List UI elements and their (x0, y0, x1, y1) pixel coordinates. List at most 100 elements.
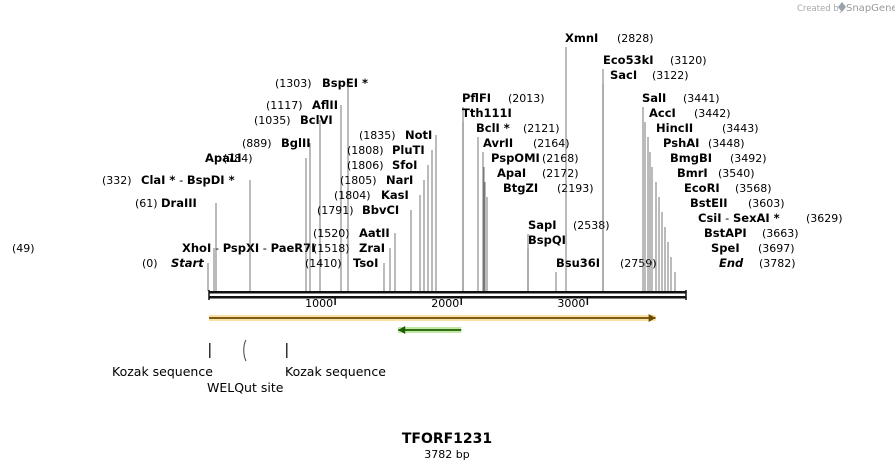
cut-position-label: (3540) (718, 167, 755, 180)
cut-position-label: (3120) (670, 54, 707, 67)
enzyme-label-pflfi: PflFI (462, 91, 491, 105)
enzyme-label-noti: NotI (405, 128, 432, 142)
enzyme-label-bmgbi: BmgBI (670, 151, 712, 165)
enzyme-label-bclvi: BclVI (300, 113, 333, 127)
enzyme-label-kasi: KasI (381, 188, 409, 202)
cut-position-label: (1520) (313, 227, 350, 240)
enzyme-label-draiii: DraIII (161, 196, 197, 210)
enzyme-name-part: AatII (359, 226, 390, 240)
enzyme-separator: - (211, 241, 222, 255)
enzyme-name-part: SalI (642, 91, 666, 105)
enzyme-name-part: AccI (649, 106, 676, 120)
enzyme-name-part: BstAPI (704, 226, 747, 240)
cut-position-label: (2168) (542, 152, 579, 165)
cut-position-label: (3603) (748, 197, 785, 210)
enzyme-name-part: BstEII (690, 196, 728, 210)
cut-position-label: (3492) (730, 152, 767, 165)
cut-position-label: (2164) (533, 137, 570, 150)
enzyme-name-part: PspOMI (491, 151, 540, 165)
enzyme-label-tth111i: Tth111I (462, 106, 512, 120)
enzyme-label-xmni: XmnI (565, 31, 598, 45)
cut-position-label: (2759) (620, 257, 657, 270)
enzyme-name-part: PflFI (462, 91, 491, 105)
enzyme-name-part: ApaI (497, 166, 526, 180)
cut-position-label: (3782) (759, 257, 796, 270)
enzyme-label-eco53ki: Eco53kI (603, 53, 654, 67)
enzyme-label-tsoi: TsoI (353, 256, 378, 270)
enzyme-separator: - (722, 211, 733, 225)
cut-position-label: (49) (12, 242, 35, 255)
enzyme-name-part: BtgZI (503, 181, 538, 195)
cut-position-label: (1410) (305, 257, 342, 270)
enzyme-name-part: KasI (381, 188, 409, 202)
enzyme-name-part: CsiI (698, 211, 722, 225)
enzyme-label-saci: SacI (610, 68, 637, 82)
enzyme-name-part: BmrI (677, 166, 708, 180)
enzyme-name-part: SexAI * (733, 211, 780, 225)
enzyme-label-sapi: SapI (528, 218, 557, 232)
enzyme-label-bglii: BglII (281, 136, 311, 150)
sequence-length: 3782 bp (424, 448, 469, 461)
enzyme-label-avrii: AvrII (483, 136, 513, 150)
cut-position-label: (3629) (806, 212, 843, 225)
enzyme-label-csii-sexai-: CsiI - SexAI * (698, 211, 780, 225)
cut-position-label: (1518) (313, 242, 350, 255)
enzyme-name-part: SpeI (711, 241, 740, 255)
enzyme-name-part: SfoI (392, 158, 417, 172)
cut-position-label: (1117) (266, 99, 303, 112)
enzyme-name-part: Tth111I (462, 106, 512, 120)
enzyme-label-bsteii: BstEII (690, 196, 728, 210)
enzyme-name-part: BspDI * (187, 173, 235, 187)
enzyme-label-spei: SpeI (711, 241, 740, 255)
cut-position-label: (2121) (523, 122, 560, 135)
enzyme-label-btgzi: BtgZI (503, 181, 538, 195)
sequence-title: TFORF1231 (402, 431, 492, 447)
cut-position-label: (2538) (573, 219, 610, 232)
orf-arrow-forward (209, 314, 656, 322)
enzyme-name-part: PspXI (223, 241, 259, 255)
cut-position-label: (3448) (708, 137, 745, 150)
ruler-tick-label: 3000 (557, 297, 585, 310)
snapgene-logo-shape (838, 2, 846, 12)
enzyme-name-part: Eco53kI (603, 53, 654, 67)
enzyme-name-part: PaeR7I (271, 241, 316, 255)
enzyme-label-bbvci: BbvCI (362, 203, 399, 217)
cut-position-label: (3122) (652, 69, 689, 82)
enzyme-name-part: PluTI (392, 143, 425, 157)
enzyme-name-part: AflII (312, 98, 338, 112)
enzyme-name-part: NarI (386, 173, 413, 187)
enzyme-name-part: BmgBI (670, 151, 712, 165)
enzyme-name-part: BclVI (300, 113, 333, 127)
enzyme-name-part: EcoRI (684, 181, 720, 195)
cut-position-label: (3443) (722, 122, 759, 135)
cut-position-label: (332) (102, 174, 132, 187)
enzyme-name-part: NotI (405, 128, 432, 142)
enzyme-label-aflii: AflII (312, 98, 338, 112)
feature-label: WELQut site (207, 380, 284, 395)
cut-position-label: (1806) (347, 159, 384, 172)
enzyme-name-part: BglII (281, 136, 311, 150)
enzyme-name-part: End (719, 256, 744, 270)
feature-label: Kozak sequence (112, 364, 213, 379)
cut-position-label: (1035) (254, 114, 291, 127)
enzyme-separator: - (175, 173, 186, 187)
enzyme-label-bspqi: BspQI (528, 233, 566, 247)
enzyme-label-apai: ApaI (497, 166, 526, 180)
enzyme-label-hincii: HincII (656, 121, 693, 135)
sequence-backbone-top (209, 291, 686, 294)
enzyme-label-clai-bspdi-: ClaI * - BspDI * (141, 173, 235, 187)
enzyme-label-end: End (719, 256, 744, 270)
cut-position-label: (0) (142, 257, 158, 270)
cut-position-label: (1303) (275, 77, 312, 90)
enzyme-name-part: AvrII (483, 136, 513, 150)
cut-position-label: (3568) (735, 182, 772, 195)
cut-position-label: (3442) (694, 107, 731, 120)
cut-position-label: (2193) (557, 182, 594, 195)
enzyme-name-part: ClaI * (141, 173, 175, 187)
enzyme-label-pshai: PshAI (663, 136, 699, 150)
cut-position-label: (61) (135, 197, 158, 210)
enzyme-label-sfoi: SfoI (392, 158, 417, 172)
enzyme-name-part: Start (171, 256, 204, 270)
enzyme-name-part: Bsu36I (556, 256, 600, 270)
enzyme-label-sali: SalI (642, 91, 666, 105)
